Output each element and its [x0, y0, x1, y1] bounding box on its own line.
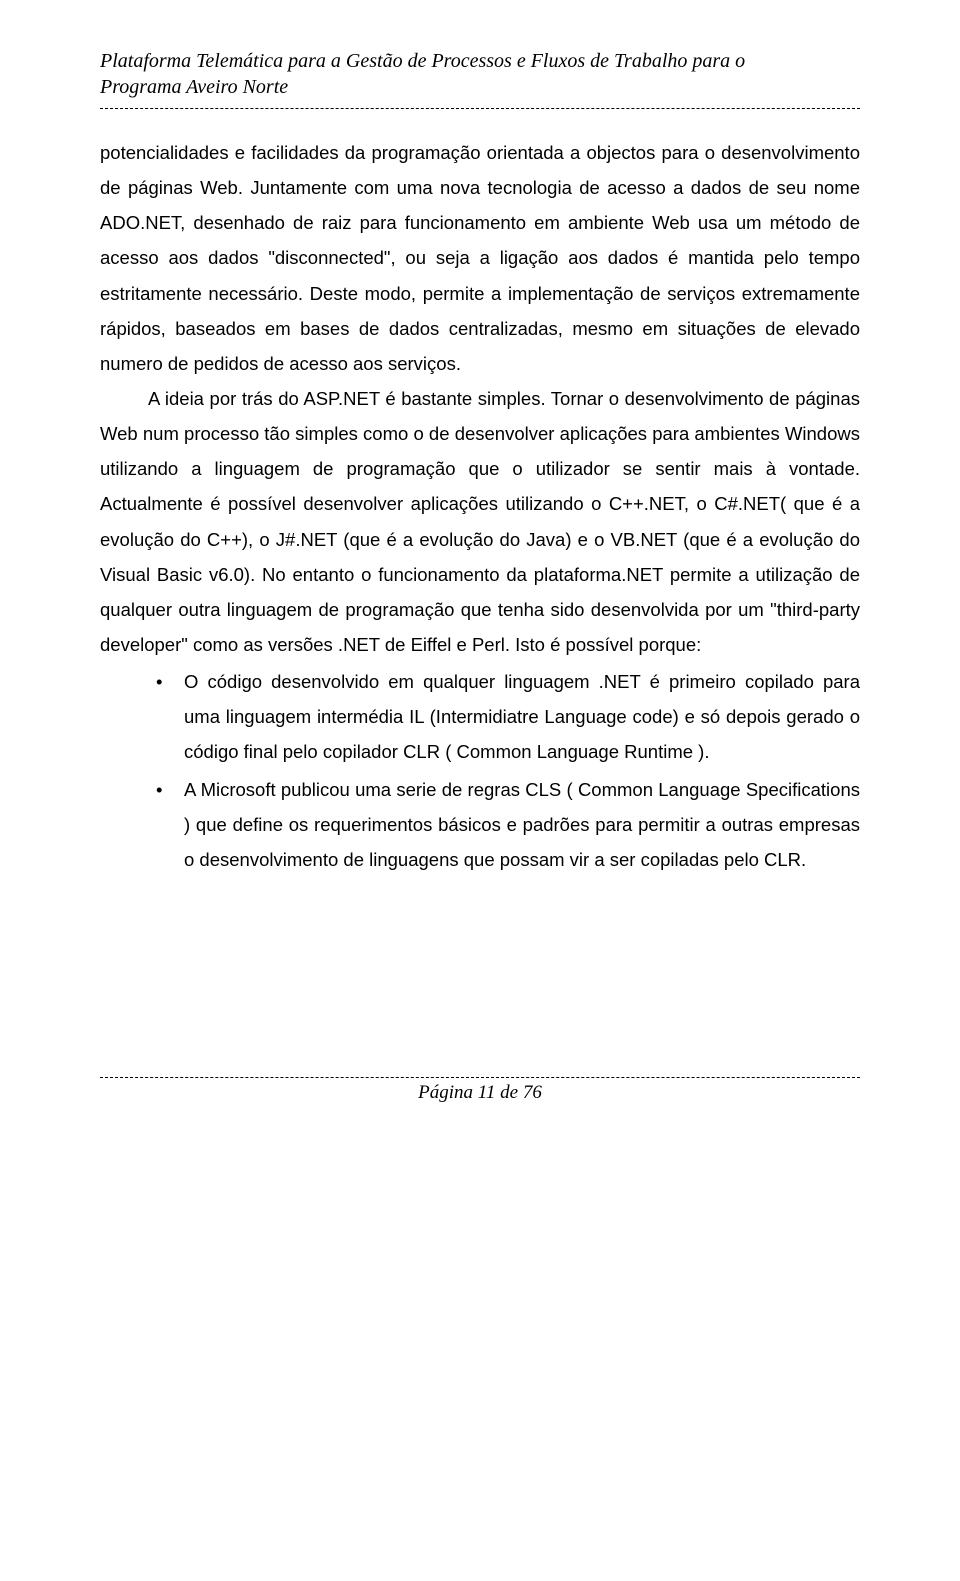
header-rule [100, 108, 860, 109]
header-line-2: Programa Aveiro Norte [100, 74, 860, 100]
bullet-item: O código desenvolvido em qualquer lingua… [156, 664, 860, 769]
bullet-item: A Microsoft publicou uma serie de regras… [156, 772, 860, 877]
header-line-1: Plataforma Telemática para a Gestão de P… [100, 48, 860, 74]
body-text: potencialidades e facilidades da program… [100, 135, 860, 877]
bullet-list: O código desenvolvido em qualquer lingua… [100, 664, 860, 877]
page-footer: Página 11 de 76 [100, 1082, 860, 1104]
paragraph-1: potencialidades e facilidades da program… [100, 135, 860, 381]
paragraph-2: A ideia por trás do ASP.NET é bastante s… [100, 381, 860, 662]
page-header: Plataforma Telemática para a Gestão de P… [100, 48, 860, 100]
